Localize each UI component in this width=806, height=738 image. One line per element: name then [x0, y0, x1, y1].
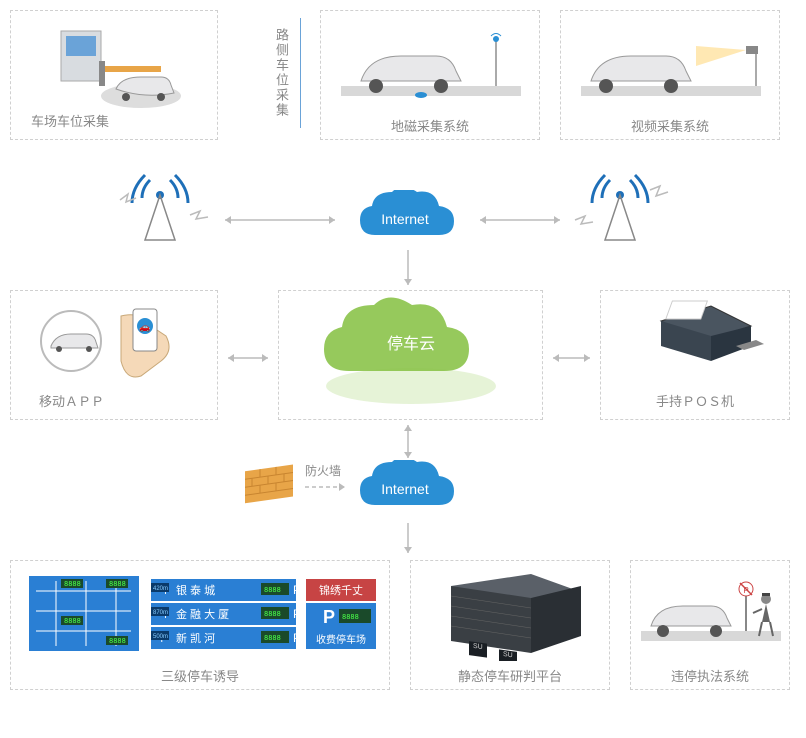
geomag-car-icon	[321, 11, 541, 111]
server-label: 静态停车研判平台	[411, 666, 609, 685]
svg-text:8888: 8888	[342, 613, 359, 621]
pos-icon	[601, 291, 791, 391]
parking-lot-sensor-box: 车场车位采集	[10, 10, 218, 140]
svg-text:P: P	[293, 583, 301, 597]
parking-booth-icon	[11, 11, 219, 111]
arrow-left-to-cloud	[210, 210, 350, 230]
svg-text:P: P	[293, 631, 301, 645]
mobile-app-box: 🚗 移动ＡＰＰ	[10, 290, 218, 420]
svg-text:500m: 500m	[153, 634, 168, 640]
svg-text:P: P	[293, 607, 301, 621]
antenna-right-icon	[570, 160, 670, 250]
video-sensor-box: 视频采集系统	[560, 10, 780, 140]
enforcement-label: 违停执法系统	[631, 666, 789, 685]
enforcement-box: P 违停执法系统	[630, 560, 790, 690]
row1-divider	[300, 18, 301, 128]
arrow-cloud-to-right	[465, 210, 575, 230]
mobile-app-icon: 🚗	[11, 291, 219, 391]
internet-cloud-top-text: Internet	[381, 211, 429, 227]
guidance-label: 三级停车诱导	[11, 666, 389, 685]
mobile-app-label: 移动ＡＰＰ	[39, 391, 104, 410]
svg-text:8888: 8888	[264, 586, 281, 594]
svg-text:8888: 8888	[264, 610, 281, 618]
video-car-icon	[561, 11, 781, 111]
antenna-left-icon	[110, 160, 210, 250]
geomag-sensor-box: 地磁采集系统	[320, 10, 540, 140]
enforcement-icon: P	[631, 561, 791, 661]
svg-text:8888: 8888	[109, 637, 126, 645]
svg-text:420m: 420m	[153, 586, 168, 592]
server-box: SU SU 静态停车研判平台	[410, 560, 610, 690]
svg-text:8888: 8888	[64, 580, 81, 588]
geomag-label: 地磁采集系统	[321, 116, 539, 135]
arrow-cloud-pos	[543, 348, 600, 368]
arrow-cloud-down2	[398, 420, 418, 465]
parking-cloud-icon: 停车云	[279, 291, 544, 421]
svg-text:金 融 大 厦: 金 融 大 厦	[176, 607, 229, 621]
svg-text:🚗: 🚗	[139, 322, 150, 332]
arrow-internet-down	[398, 518, 418, 560]
pos-label: 手持ＰＯＳ机	[601, 391, 789, 410]
svg-text:SU: SU	[473, 643, 483, 651]
arrow-app-cloud	[218, 348, 278, 368]
parking-cloud-text: 停车云	[387, 335, 435, 353]
internet-cloud-bottom: Internet	[350, 460, 470, 525]
svg-text:870m: 870m	[153, 610, 168, 616]
video-label: 视频采集系统	[561, 116, 779, 135]
guidance-signs-icon: 8888 8888 8888 8888 ↰ 银 泰 城 8888 P ↰ 金 融…	[11, 561, 391, 661]
guidance-box: 8888 8888 8888 8888 ↰ 银 泰 城 8888 P ↰ 金 融…	[10, 560, 390, 690]
parking-cloud-box: 停车云	[278, 290, 543, 420]
svg-text:锦绣千丈: 锦绣千丈	[319, 583, 363, 597]
parking-lot-sensor-label: 车场车位采集	[31, 111, 109, 130]
svg-text:8888: 8888	[109, 580, 126, 588]
pos-box: 手持ＰＯＳ机	[600, 290, 790, 420]
firewall-icon	[240, 462, 300, 512]
server-rack-icon: SU SU	[411, 561, 611, 661]
svg-text:P: P	[323, 607, 335, 627]
arrow-cloud-down	[398, 245, 418, 295]
svg-text:8888: 8888	[264, 634, 281, 642]
svg-text:8888: 8888	[64, 617, 81, 625]
svg-text:收费停车场: 收费停车场	[316, 633, 366, 646]
internet-cloud-bottom-text: Internet	[381, 481, 429, 497]
firewall-label: 防火墙	[305, 462, 341, 479]
svg-text:银 泰 城: 银 泰 城	[176, 583, 215, 597]
svg-text:新 凯 河: 新 凯 河	[176, 631, 215, 645]
arrow-firewall-cloud	[300, 480, 355, 494]
svg-text:SU: SU	[503, 651, 513, 659]
roadside-vlabel: 路侧车位采集	[272, 28, 291, 118]
